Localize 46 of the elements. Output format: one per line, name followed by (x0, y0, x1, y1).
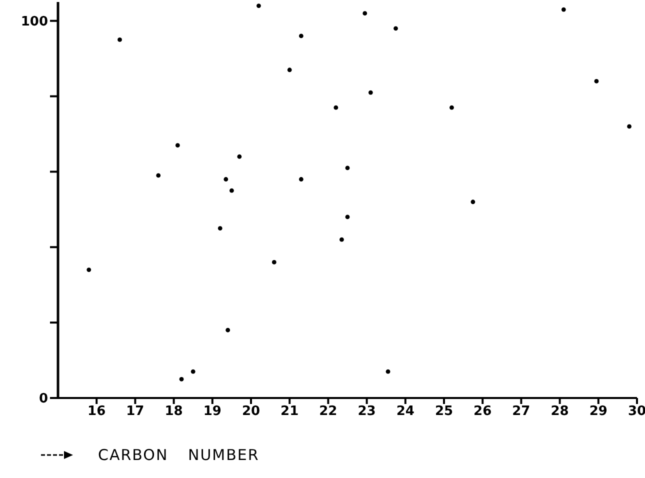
x-tick-label: 16 (88, 404, 106, 420)
point (362, 11, 368, 16)
point (256, 4, 261, 8)
point (627, 124, 632, 129)
point (237, 154, 242, 159)
point (156, 173, 161, 178)
point (386, 369, 390, 374)
point (218, 226, 222, 230)
point (394, 26, 398, 31)
x-tick-label: 21 (280, 404, 299, 420)
point (340, 237, 344, 242)
x-axis-title: CARBON NUMBER (98, 446, 260, 464)
point (334, 105, 338, 110)
point (86, 268, 92, 272)
point (175, 143, 180, 148)
x-tick-label: 19 (203, 404, 222, 420)
point (345, 166, 350, 170)
y-tick-label: 0 (38, 392, 48, 407)
point (224, 177, 228, 182)
point (272, 260, 276, 264)
point (368, 90, 373, 95)
x-tick-label: 17 (126, 404, 144, 420)
y-tick-label: 100 (20, 14, 48, 30)
x-tick-label: 18 (164, 404, 183, 420)
point (287, 68, 292, 72)
x-tick-label: 29 (589, 404, 608, 420)
point (470, 200, 476, 204)
x-tick-label: 22 (319, 404, 338, 420)
point (298, 34, 304, 38)
x-tick-label: 27 (512, 404, 530, 420)
point (345, 214, 350, 220)
x-tick-label: 26 (474, 404, 492, 420)
x-tick-label: 24 (396, 404, 414, 420)
x-tick-label: 25 (434, 404, 454, 420)
point (190, 369, 196, 374)
point (179, 376, 184, 382)
point (230, 188, 234, 193)
x-tick-label: 20 (242, 404, 260, 420)
point (226, 328, 230, 332)
x-tick-label: 28 (550, 404, 569, 420)
point (561, 7, 566, 12)
x-tick-label: 23 (358, 404, 376, 420)
point (450, 105, 454, 110)
point (594, 79, 599, 84)
point (298, 177, 304, 182)
point (118, 38, 122, 42)
